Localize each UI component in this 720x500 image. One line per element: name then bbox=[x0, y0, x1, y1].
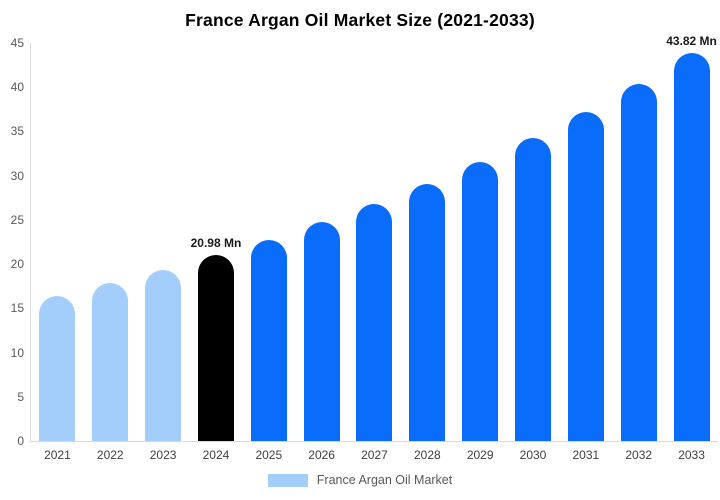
bar-2032[interactable] bbox=[620, 83, 657, 441]
y-tick-label: 25 bbox=[10, 212, 24, 227]
bar-2023[interactable] bbox=[145, 270, 182, 441]
y-tick-label: 10 bbox=[10, 345, 24, 360]
bar-slot-2025 bbox=[242, 43, 295, 441]
bar-2027[interactable] bbox=[356, 203, 393, 441]
bar-2033[interactable] bbox=[673, 53, 710, 441]
bar-2026[interactable] bbox=[303, 222, 340, 441]
x-axis-tick-labels: 2021 2022 2023 2024 2025 2026 2027 2028 2029 2030… bbox=[31, 448, 718, 462]
y-tick-label: 40 bbox=[10, 80, 24, 95]
x-tick-label-2024: 2024 bbox=[202, 448, 230, 462]
x-tick-label-2031: 2031 bbox=[572, 448, 600, 462]
bar-slot-2026 bbox=[295, 43, 348, 441]
x-tick-label-2027: 2027 bbox=[361, 448, 388, 462]
chart-title: France Argan Oil Market Size (2021-2033) bbox=[185, 10, 535, 30]
bar-2031[interactable] bbox=[567, 111, 604, 441]
y-tick-label: 15 bbox=[10, 301, 24, 316]
bar-slot-2022 bbox=[84, 43, 137, 441]
legend-swatch-icon bbox=[267, 473, 308, 487]
x-tick-label-2026: 2026 bbox=[308, 448, 335, 462]
bar-2030[interactable] bbox=[515, 137, 552, 441]
bar-2029[interactable] bbox=[462, 161, 499, 441]
bar-2021[interactable] bbox=[39, 295, 76, 441]
x-tick-label-2028: 2028 bbox=[413, 448, 441, 462]
legend[interactable]: France Argan Oil Market bbox=[0, 473, 720, 487]
bar-2022[interactable] bbox=[92, 283, 129, 441]
y-tick-label: 35 bbox=[10, 124, 24, 139]
x-tick-label-2023: 2023 bbox=[149, 448, 177, 462]
bar-slot-2033: 43.82 Mn bbox=[665, 34, 718, 441]
x-tick-label-2021: 2021 bbox=[44, 448, 71, 462]
data-label-2033: 43.82 Mn bbox=[666, 34, 717, 49]
x-axis-line bbox=[30, 441, 718, 442]
y-tick-label: 0 bbox=[17, 434, 24, 448]
x-tick-label-2033: 2033 bbox=[678, 448, 705, 462]
bar-slot-2023 bbox=[137, 43, 190, 441]
y-tick-label: 30 bbox=[10, 168, 24, 183]
y-tick-label: 20 bbox=[10, 257, 24, 272]
x-tick-label-2032: 2032 bbox=[625, 448, 653, 462]
bar-slot-2028 bbox=[401, 43, 454, 441]
x-tick-label-2025: 2025 bbox=[255, 448, 283, 462]
x-tick-label-2030: 2030 bbox=[519, 448, 547, 462]
x-tick-label-2022: 2022 bbox=[96, 448, 124, 462]
plot-area: 20.98 Mn 43.82 Mn bbox=[31, 34, 718, 441]
bar-2028[interactable] bbox=[409, 183, 446, 441]
y-axis-line bbox=[30, 43, 31, 441]
data-label-2024: 20.98 Mn bbox=[190, 236, 242, 251]
bar-slot-2029 bbox=[454, 43, 507, 441]
bar-2025[interactable] bbox=[250, 239, 287, 441]
y-tick-label: 45 bbox=[10, 36, 24, 50]
bar-slot-2027 bbox=[348, 43, 401, 441]
bar-slot-2032 bbox=[612, 43, 665, 441]
bar-slot-2030 bbox=[507, 43, 560, 441]
bar-slot-2024: 20.98 Mn bbox=[190, 43, 243, 441]
bar-slot-2031 bbox=[559, 43, 612, 441]
x-tick-label-2029: 2029 bbox=[466, 448, 494, 462]
y-tick-label: 5 bbox=[17, 389, 24, 404]
bar-slot-2021 bbox=[31, 43, 84, 441]
bar-2024[interactable] bbox=[197, 255, 234, 441]
legend-label: France Argan Oil Market bbox=[316, 473, 453, 487]
